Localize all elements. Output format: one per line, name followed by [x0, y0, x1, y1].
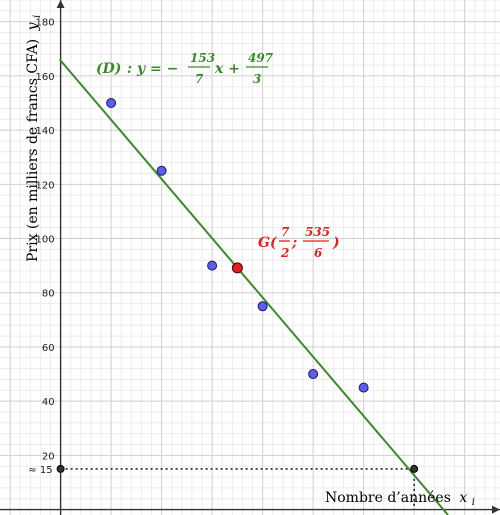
y-tick-label: 180 — [36, 18, 55, 29]
centroid-point — [231, 262, 243, 274]
y-tick-label: 80 — [42, 289, 55, 300]
data-point — [106, 98, 117, 108]
data-point — [308, 369, 319, 380]
y-tick-label: 60 — [42, 343, 55, 354]
data-point — [207, 260, 218, 271]
estimate-point — [410, 464, 419, 473]
line-equation-label: (D) : y = − 153 7 x + 497 3 — [96, 50, 278, 87]
x-axis-title: Nombre d’années x i — [325, 490, 475, 508]
data-point — [156, 165, 167, 176]
y-tick-label: 100 — [36, 235, 55, 246]
estimate-y-point — [56, 464, 65, 473]
data-point — [257, 301, 268, 312]
y-axis-arrow — [56, 0, 65, 8]
estimate-y-label: ≈ 15 — [28, 465, 52, 476]
data-point — [358, 382, 369, 393]
y-tick-label: 20 — [42, 451, 55, 462]
regression-line-group — [58, 58, 449, 515]
y-tick-label: 120 — [36, 180, 55, 191]
y-tick-label: 40 — [42, 397, 55, 408]
y-axis-title: Prix (en milliers de francs CFA) y i — [25, 15, 43, 262]
y-tick-label: 160 — [36, 72, 55, 83]
data-points — [56, 98, 419, 473]
regression-line — [58, 58, 449, 515]
y-tick-label: 140 — [36, 126, 55, 137]
centroid-label: G( 7 2 ; 535 6 ) — [258, 224, 340, 261]
tick-labels: −112345678204060801001201401601800 — [36, 18, 55, 463]
x-axis-arrow — [492, 505, 500, 514]
